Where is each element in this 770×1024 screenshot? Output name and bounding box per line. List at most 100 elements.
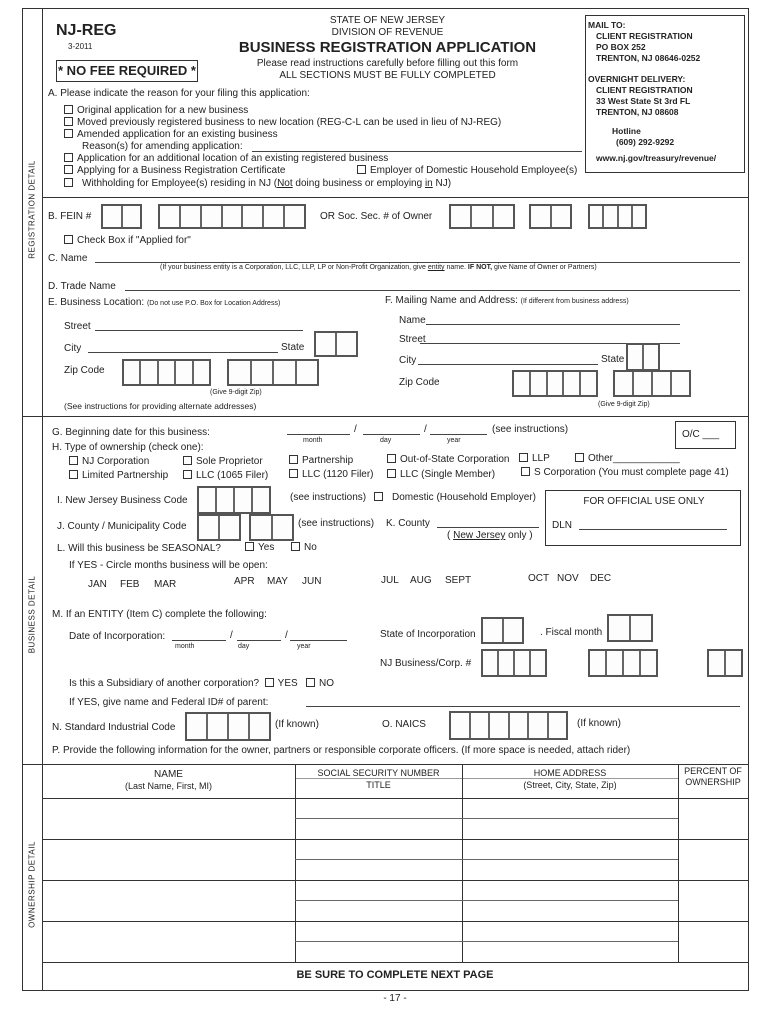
trade-name-field[interactable]: [125, 290, 740, 291]
checkbox[interactable]: [69, 456, 78, 465]
digit-box[interactable]: [217, 488, 235, 512]
checkbox[interactable]: [289, 469, 298, 478]
digit-box[interactable]: [644, 345, 658, 369]
inc-day-field[interactable]: [237, 640, 281, 641]
fein-boxes-1[interactable]: [101, 204, 142, 229]
ssn-boxes-3[interactable]: [588, 204, 647, 229]
checkbox[interactable]: [357, 165, 366, 174]
own-s-corp[interactable]: S Corporation (You must complete page 41…: [521, 467, 729, 478]
month-option-mar[interactable]: MAR: [154, 579, 177, 590]
county-code-boxes[interactable]: [197, 514, 241, 541]
domestic-household-option[interactable]: Domestic (Household Employer): [374, 492, 536, 503]
checkbox[interactable]: [387, 454, 396, 463]
checkbox[interactable]: [183, 470, 192, 479]
website-link[interactable]: www.nj.gov/treasury/revenue/: [596, 153, 717, 163]
owner-name-cell[interactable]: [42, 839, 295, 880]
digit-box[interactable]: [272, 516, 292, 539]
digit-box[interactable]: [451, 206, 473, 227]
digit-box[interactable]: [274, 361, 297, 384]
owner-address-cell[interactable]: [462, 921, 678, 962]
digit-box[interactable]: [641, 651, 656, 675]
month-option-jan[interactable]: JAN: [88, 579, 107, 590]
digit-box[interactable]: [529, 713, 549, 738]
digit-box[interactable]: [250, 714, 269, 739]
own-sole-proprietor[interactable]: Sole Proprietor: [183, 456, 263, 467]
owner-percent-cell[interactable]: [678, 880, 748, 921]
ssn-boxes-2[interactable]: [529, 204, 572, 229]
owner-ssn-cell[interactable]: [295, 798, 462, 839]
digit-box[interactable]: [285, 206, 305, 227]
name-field[interactable]: [95, 262, 740, 263]
checkbox[interactable]: [64, 153, 73, 162]
digit-box[interactable]: [264, 206, 286, 227]
checkbox[interactable]: [289, 455, 298, 464]
option-moved[interactable]: Moved previously registered business to …: [64, 117, 501, 128]
digit-box[interactable]: [251, 516, 273, 539]
checkbox[interactable]: [64, 117, 73, 126]
owner-ssn-cell[interactable]: [295, 921, 462, 962]
own-out-of-state[interactable]: Out-of-State Corporation: [387, 454, 510, 465]
f-street-field[interactable]: [420, 343, 680, 344]
own-limited-partnership[interactable]: Limited Partnership: [69, 470, 168, 481]
checkbox[interactable]: [64, 105, 73, 114]
digit-box[interactable]: [243, 206, 265, 227]
f-state-boxes[interactable]: [626, 343, 660, 371]
digit-box[interactable]: [472, 206, 494, 227]
e-state-boxes[interactable]: [314, 331, 358, 357]
digit-box[interactable]: [514, 372, 531, 395]
checkbox[interactable]: [521, 467, 530, 476]
checkbox[interactable]: [64, 235, 73, 244]
digit-box[interactable]: [531, 651, 545, 675]
owner-percent-cell[interactable]: [678, 921, 748, 962]
owner-ssn-cell[interactable]: [295, 880, 462, 921]
owner-name-cell[interactable]: [42, 921, 295, 962]
digit-box[interactable]: [122, 206, 140, 227]
e-street-field[interactable]: [95, 330, 303, 331]
option-original[interactable]: Original application for a new business: [64, 105, 248, 116]
own-other[interactable]: Other____________: [575, 453, 680, 464]
checkbox[interactable]: [64, 165, 73, 174]
inc-month-field[interactable]: [172, 640, 226, 641]
state-incorporation-boxes[interactable]: [481, 617, 524, 644]
checkbox[interactable]: [245, 542, 254, 551]
own-llc-1120[interactable]: LLC (1120 Filer): [289, 469, 374, 480]
digit-box[interactable]: [551, 206, 570, 227]
checkbox[interactable]: [64, 178, 73, 187]
digit-box[interactable]: [628, 345, 644, 369]
month-option-jun[interactable]: JUN: [302, 576, 322, 587]
digit-box[interactable]: [158, 361, 177, 384]
amend-reason-field[interactable]: [252, 151, 582, 152]
digit-box[interactable]: [199, 488, 217, 512]
checkbox[interactable]: [387, 469, 396, 478]
digit-box[interactable]: [590, 651, 607, 675]
digit-box[interactable]: [180, 206, 202, 227]
checkbox[interactable]: [183, 456, 192, 465]
own-llc-single[interactable]: LLC (Single Member): [387, 469, 495, 480]
checkbox[interactable]: [64, 129, 73, 138]
own-llp[interactable]: LLP: [519, 453, 550, 464]
digit-box[interactable]: [296, 361, 317, 384]
digit-box[interactable]: [490, 713, 510, 738]
e-zip-boxes-5[interactable]: [122, 359, 211, 386]
digit-box[interactable]: [530, 372, 548, 395]
digit-box[interactable]: [548, 713, 566, 738]
corp-number-boxes-2[interactable]: [588, 649, 658, 677]
digit-box[interactable]: [624, 651, 641, 675]
owner-name-cell[interactable]: [42, 880, 295, 921]
f-name-field[interactable]: [426, 324, 680, 325]
checkbox[interactable]: [306, 678, 316, 687]
option-withholding[interactable]: Withholding for Employee(s) residing in …: [64, 178, 451, 189]
month-option-may[interactable]: MAY: [267, 576, 288, 587]
digit-box[interactable]: [235, 488, 253, 512]
digit-box[interactable]: [564, 372, 582, 395]
digit-box[interactable]: [726, 651, 741, 675]
digit-box[interactable]: [653, 372, 672, 395]
municipality-code-boxes[interactable]: [249, 514, 294, 541]
digit-box[interactable]: [493, 206, 513, 227]
begin-day-field[interactable]: [363, 434, 420, 435]
digit-box[interactable]: [451, 713, 471, 738]
fiscal-month-boxes[interactable]: [607, 614, 653, 642]
naics-boxes[interactable]: [449, 711, 568, 740]
digit-box[interactable]: [509, 713, 529, 738]
digit-box[interactable]: [547, 372, 565, 395]
